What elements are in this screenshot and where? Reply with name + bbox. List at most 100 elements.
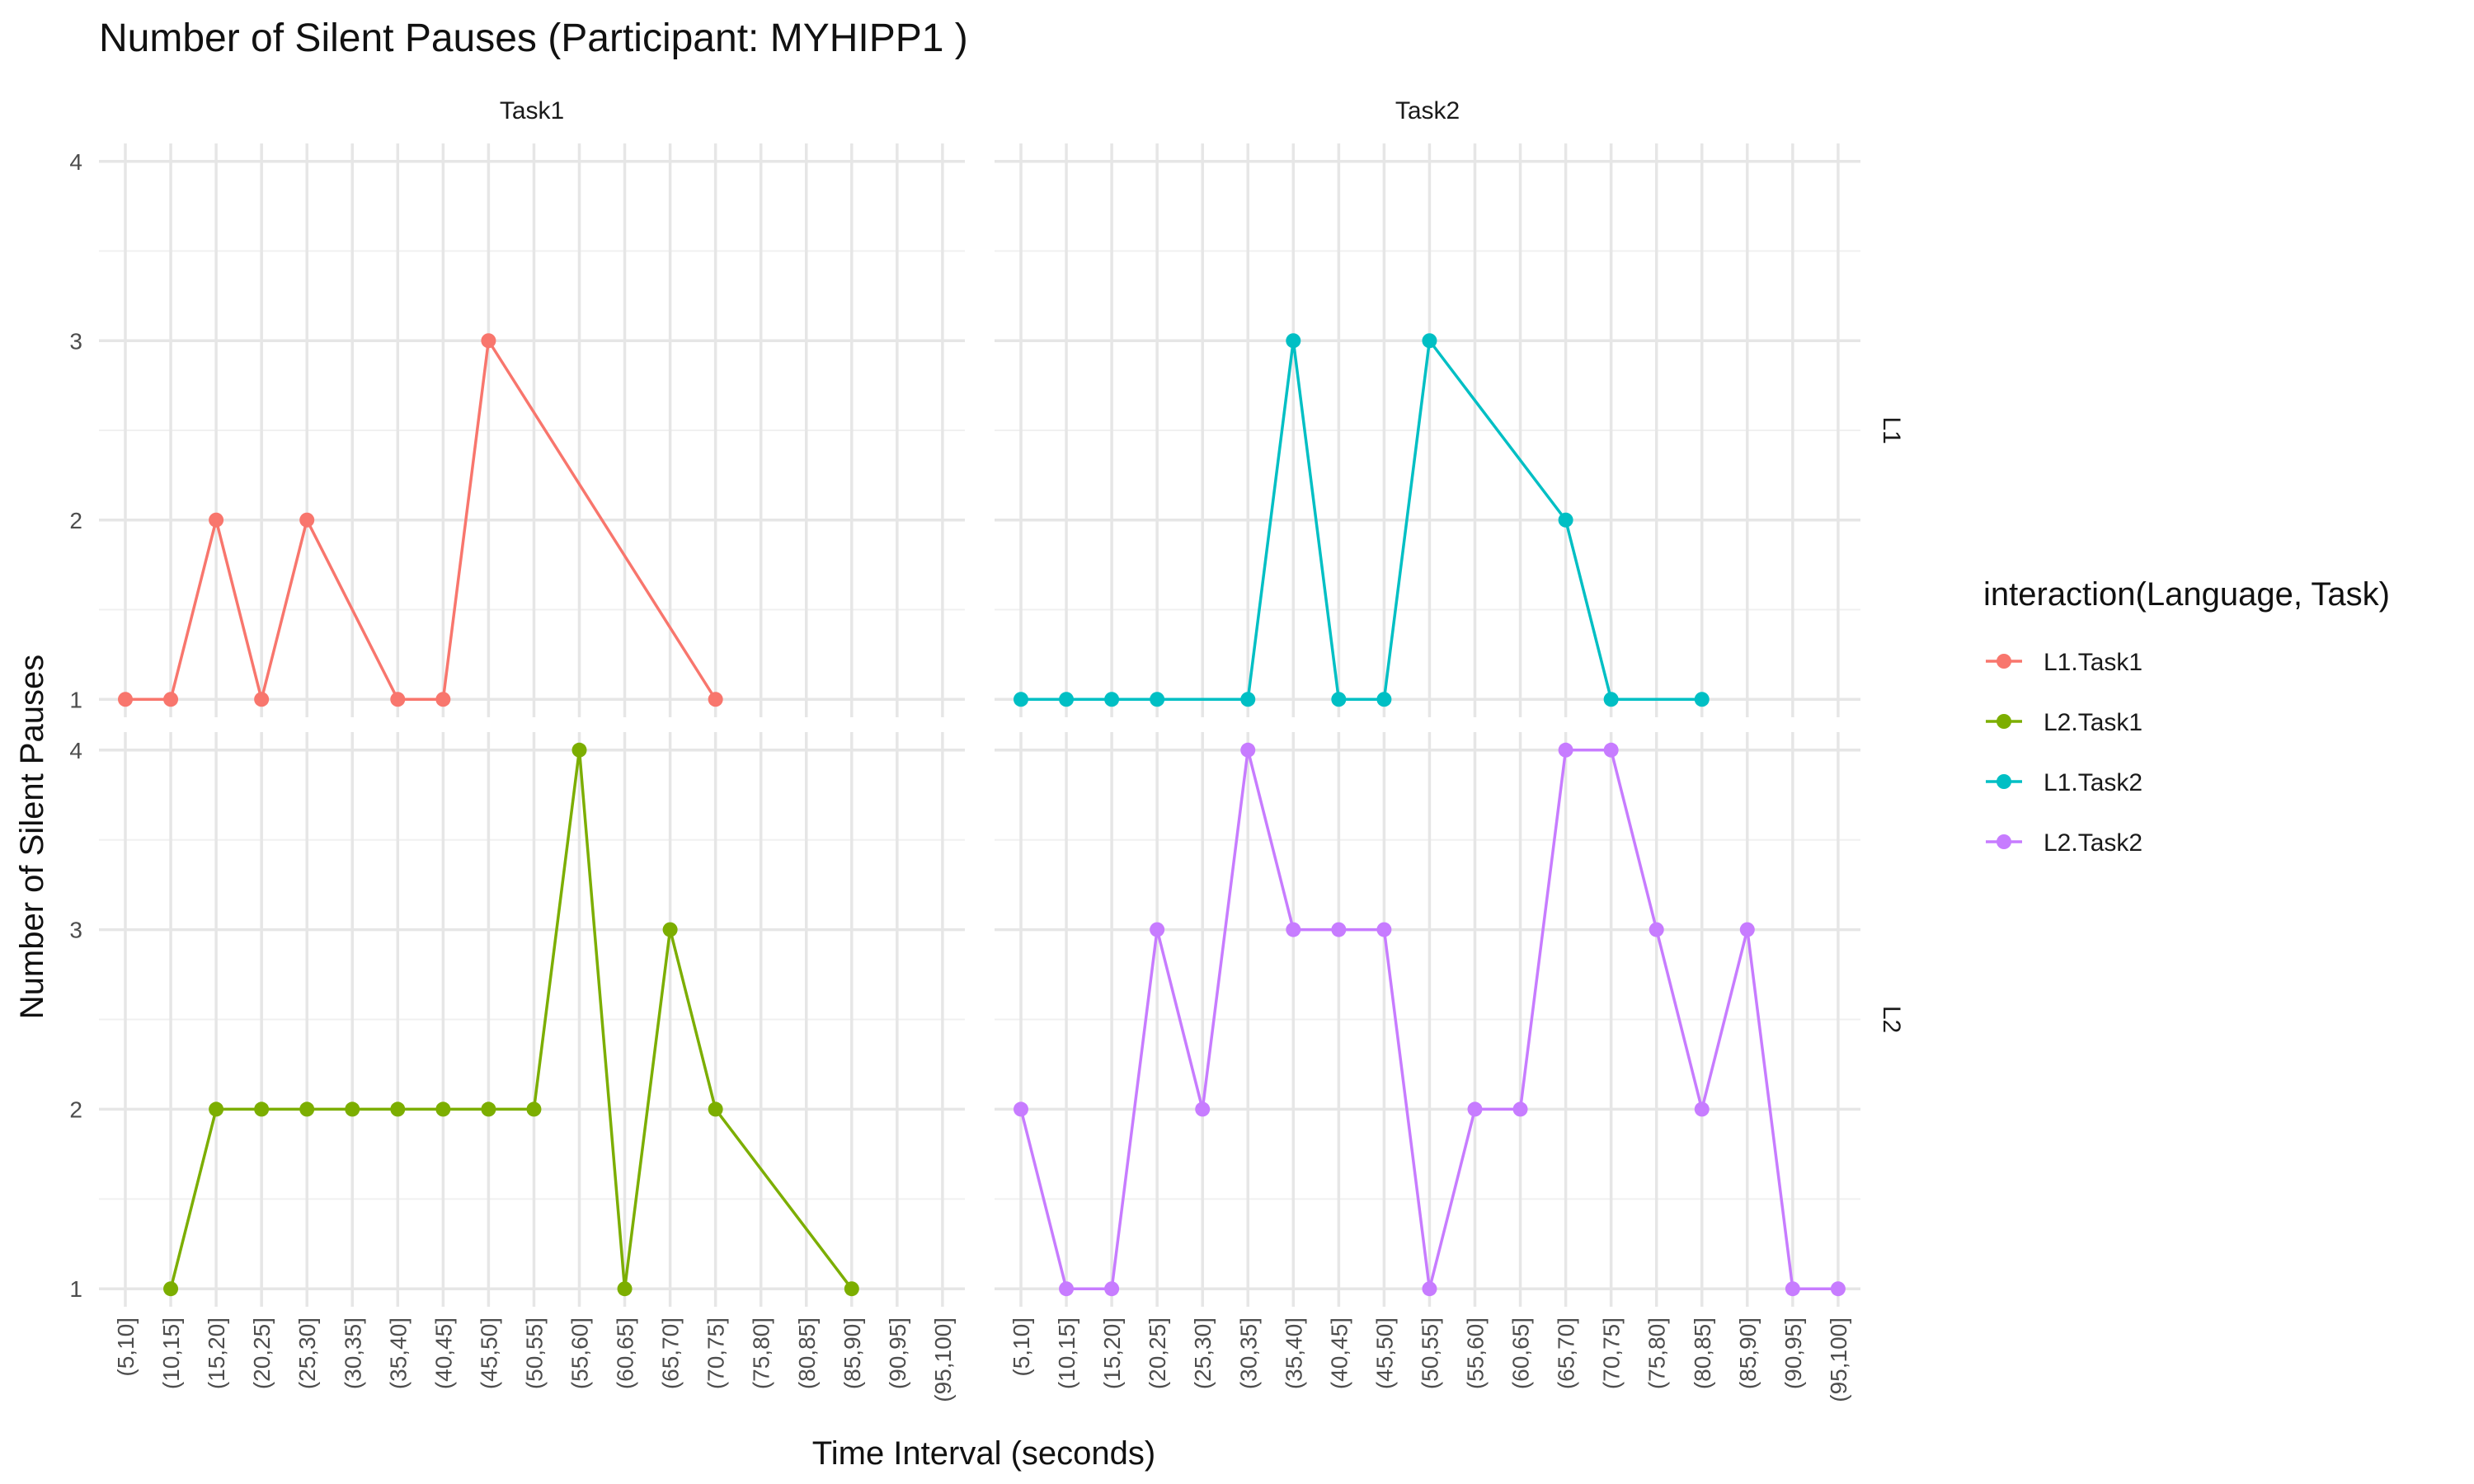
- data-point-L2.Task2-(20,25]: [1150, 922, 1165, 937]
- data-point-L2.Task2-(85,90]: [1739, 922, 1755, 937]
- data-point-L1.Task2-(40,45]: [1331, 692, 1347, 707]
- legend-title: interaction(Language, Task): [1983, 576, 2390, 613]
- x-tick-label: (90,95]: [885, 1317, 910, 1389]
- data-point-L1.Task2-(30,35]: [1240, 692, 1256, 707]
- data-point-L2.Task2-(95,100]: [1830, 1281, 1846, 1297]
- x-tick-label: (90,95]: [1780, 1317, 1806, 1389]
- y-axis-title: Number of Silent Pauses: [14, 655, 50, 1019]
- y-tick-label: 3: [69, 328, 82, 354]
- x-tick-label: (10,15]: [158, 1317, 184, 1389]
- x-tick-label: (40,45]: [1326, 1317, 1352, 1389]
- data-point-L2.Task1-(30,35]: [345, 1101, 360, 1117]
- data-point-L2.Task2-(5,10]: [1014, 1101, 1028, 1117]
- x-tick-label: (65,70]: [658, 1317, 684, 1389]
- x-tick-label: (25,30]: [294, 1317, 320, 1389]
- series-L1.Task1: [118, 333, 723, 707]
- panel-L2-Task1: [99, 732, 965, 1307]
- legend-key-point: [1997, 654, 2011, 669]
- data-point-L2.Task1-(25,30]: [299, 1101, 315, 1117]
- x-tick-label: (15,20]: [1099, 1317, 1125, 1389]
- data-point-L2.Task2-(30,35]: [1240, 742, 1256, 758]
- x-tick-label: (50,55]: [1417, 1317, 1442, 1389]
- data-point-L2.Task1-(85,90]: [844, 1281, 859, 1297]
- y-tick-label: 2: [69, 508, 82, 533]
- x-tick-label: (95,100]: [1826, 1317, 1851, 1402]
- data-point-L1.Task1-(25,30]: [299, 512, 315, 528]
- legend-item-L1.Task1[interactable]: L1.Task1: [1986, 649, 2142, 676]
- data-point-L2.Task1-(70,75]: [708, 1101, 723, 1117]
- legend-label: L2.Task2: [2044, 829, 2142, 857]
- x-tick-label: (35,40]: [385, 1317, 411, 1389]
- data-point-L1.Task1-(40,45]: [435, 692, 451, 707]
- x-tick-label: (20,25]: [249, 1317, 275, 1389]
- x-tick-label: (60,65]: [613, 1317, 638, 1389]
- x-tick-label: (25,30]: [1190, 1317, 1216, 1389]
- data-point-L2.Task2-(50,55]: [1422, 1281, 1437, 1297]
- x-tick-label: (5,10]: [113, 1317, 139, 1377]
- data-point-L1.Task2-(45,50]: [1376, 692, 1392, 707]
- facet-strips: Task1 Task2 L1 L2: [500, 97, 1905, 1033]
- data-point-L1.Task1-(35,40]: [390, 692, 406, 707]
- panel-L1-Task1: [99, 143, 965, 717]
- x-tick-label: (80,85]: [1690, 1317, 1715, 1389]
- x-tick-label: (70,75]: [703, 1317, 729, 1389]
- data-point-L1.Task2-(65,70]: [1558, 512, 1573, 528]
- data-point-L2.Task2-(35,40]: [1286, 922, 1301, 937]
- x-tick-label: (10,15]: [1054, 1317, 1079, 1389]
- panels: [99, 143, 1860, 1307]
- x-tick-label: (85,90]: [1735, 1317, 1761, 1389]
- x-tick-label: (5,10]: [1009, 1317, 1034, 1377]
- data-point-L1.Task2-(5,10]: [1014, 692, 1028, 707]
- x-tick-label: (45,50]: [476, 1317, 501, 1389]
- x-tick-label: (55,60]: [567, 1317, 593, 1389]
- data-point-L2.Task1-(55,60]: [571, 742, 587, 758]
- legend-item-L2.Task1[interactable]: L2.Task1: [1986, 709, 2142, 736]
- data-point-L2.Task2-(90,95]: [1785, 1281, 1800, 1297]
- data-point-L2.Task2-(75,80]: [1649, 922, 1664, 937]
- legend-key-point: [1997, 774, 2011, 789]
- legend-items[interactable]: L1.Task1 L2.Task1 L1.Task2 L2.Task2: [1986, 649, 2142, 857]
- legend-item-L1.Task2[interactable]: L1.Task2: [1986, 769, 2142, 796]
- series-L2.Task1: [163, 742, 859, 1297]
- legend-item-L2.Task2[interactable]: L2.Task2: [1986, 829, 2142, 857]
- x-tick-label: (20,25]: [1145, 1317, 1170, 1389]
- x-tick-label: (75,80]: [1644, 1317, 1670, 1389]
- data-point-L2.Task1-(45,50]: [481, 1101, 496, 1117]
- chart-title: Number of Silent Pauses (Participant: MY…: [99, 16, 968, 60]
- legend-key-point: [1997, 834, 2011, 849]
- data-point-L2.Task2-(45,50]: [1376, 922, 1392, 937]
- data-point-L1.Task1-(5,10]: [118, 692, 133, 707]
- x-tick-label: (60,65]: [1508, 1317, 1534, 1389]
- legend-key-point: [1997, 714, 2011, 729]
- x-tick-label: (55,60]: [1463, 1317, 1489, 1389]
- data-point-L2.Task2-(80,85]: [1694, 1101, 1710, 1117]
- series-line-L1.Task2: [1021, 339, 1702, 701]
- x-tick-label: (45,50]: [1371, 1317, 1397, 1389]
- series-line-L2.Task1: [169, 749, 854, 1290]
- x-tick-label: (35,40]: [1281, 1317, 1306, 1389]
- data-point-L1.Task2-(10,15]: [1059, 692, 1075, 707]
- y-tick-label: 3: [69, 918, 82, 943]
- x-tick-label: (30,35]: [340, 1317, 365, 1389]
- strip-label-Task1: Task1: [500, 97, 564, 124]
- data-point-L1.Task1-(20,25]: [254, 692, 270, 707]
- data-point-L1.Task2-(15,20]: [1104, 692, 1120, 707]
- legend-label: L1.Task1: [2044, 649, 2142, 676]
- legend-label: L2.Task1: [2044, 709, 2142, 736]
- series-L2.Task2: [1014, 742, 1846, 1297]
- data-point-L2.Task2-(60,65]: [1512, 1101, 1528, 1117]
- data-point-L1.Task2-(50,55]: [1422, 333, 1437, 349]
- x-tick-label: (50,55]: [521, 1317, 547, 1389]
- y-tick-label: 1: [69, 1276, 82, 1302]
- x-tick-label: (85,90]: [840, 1317, 865, 1389]
- y-tick-label: 1: [69, 687, 82, 712]
- data-point-L1.Task2-(20,25]: [1150, 692, 1165, 707]
- legend[interactable]: interaction(Language, Task) L1.Task1 L2.T…: [1983, 576, 2390, 857]
- data-point-L2.Task2-(15,20]: [1104, 1281, 1120, 1297]
- data-point-L2.Task2-(55,60]: [1467, 1101, 1483, 1117]
- y-tick-label: 4: [69, 149, 82, 175]
- x-tick-label: (95,100]: [930, 1317, 956, 1402]
- y-tick-labels: 1 2 3 4 1 2 3 4: [69, 149, 82, 1302]
- legend-label: L1.Task2: [2044, 769, 2142, 796]
